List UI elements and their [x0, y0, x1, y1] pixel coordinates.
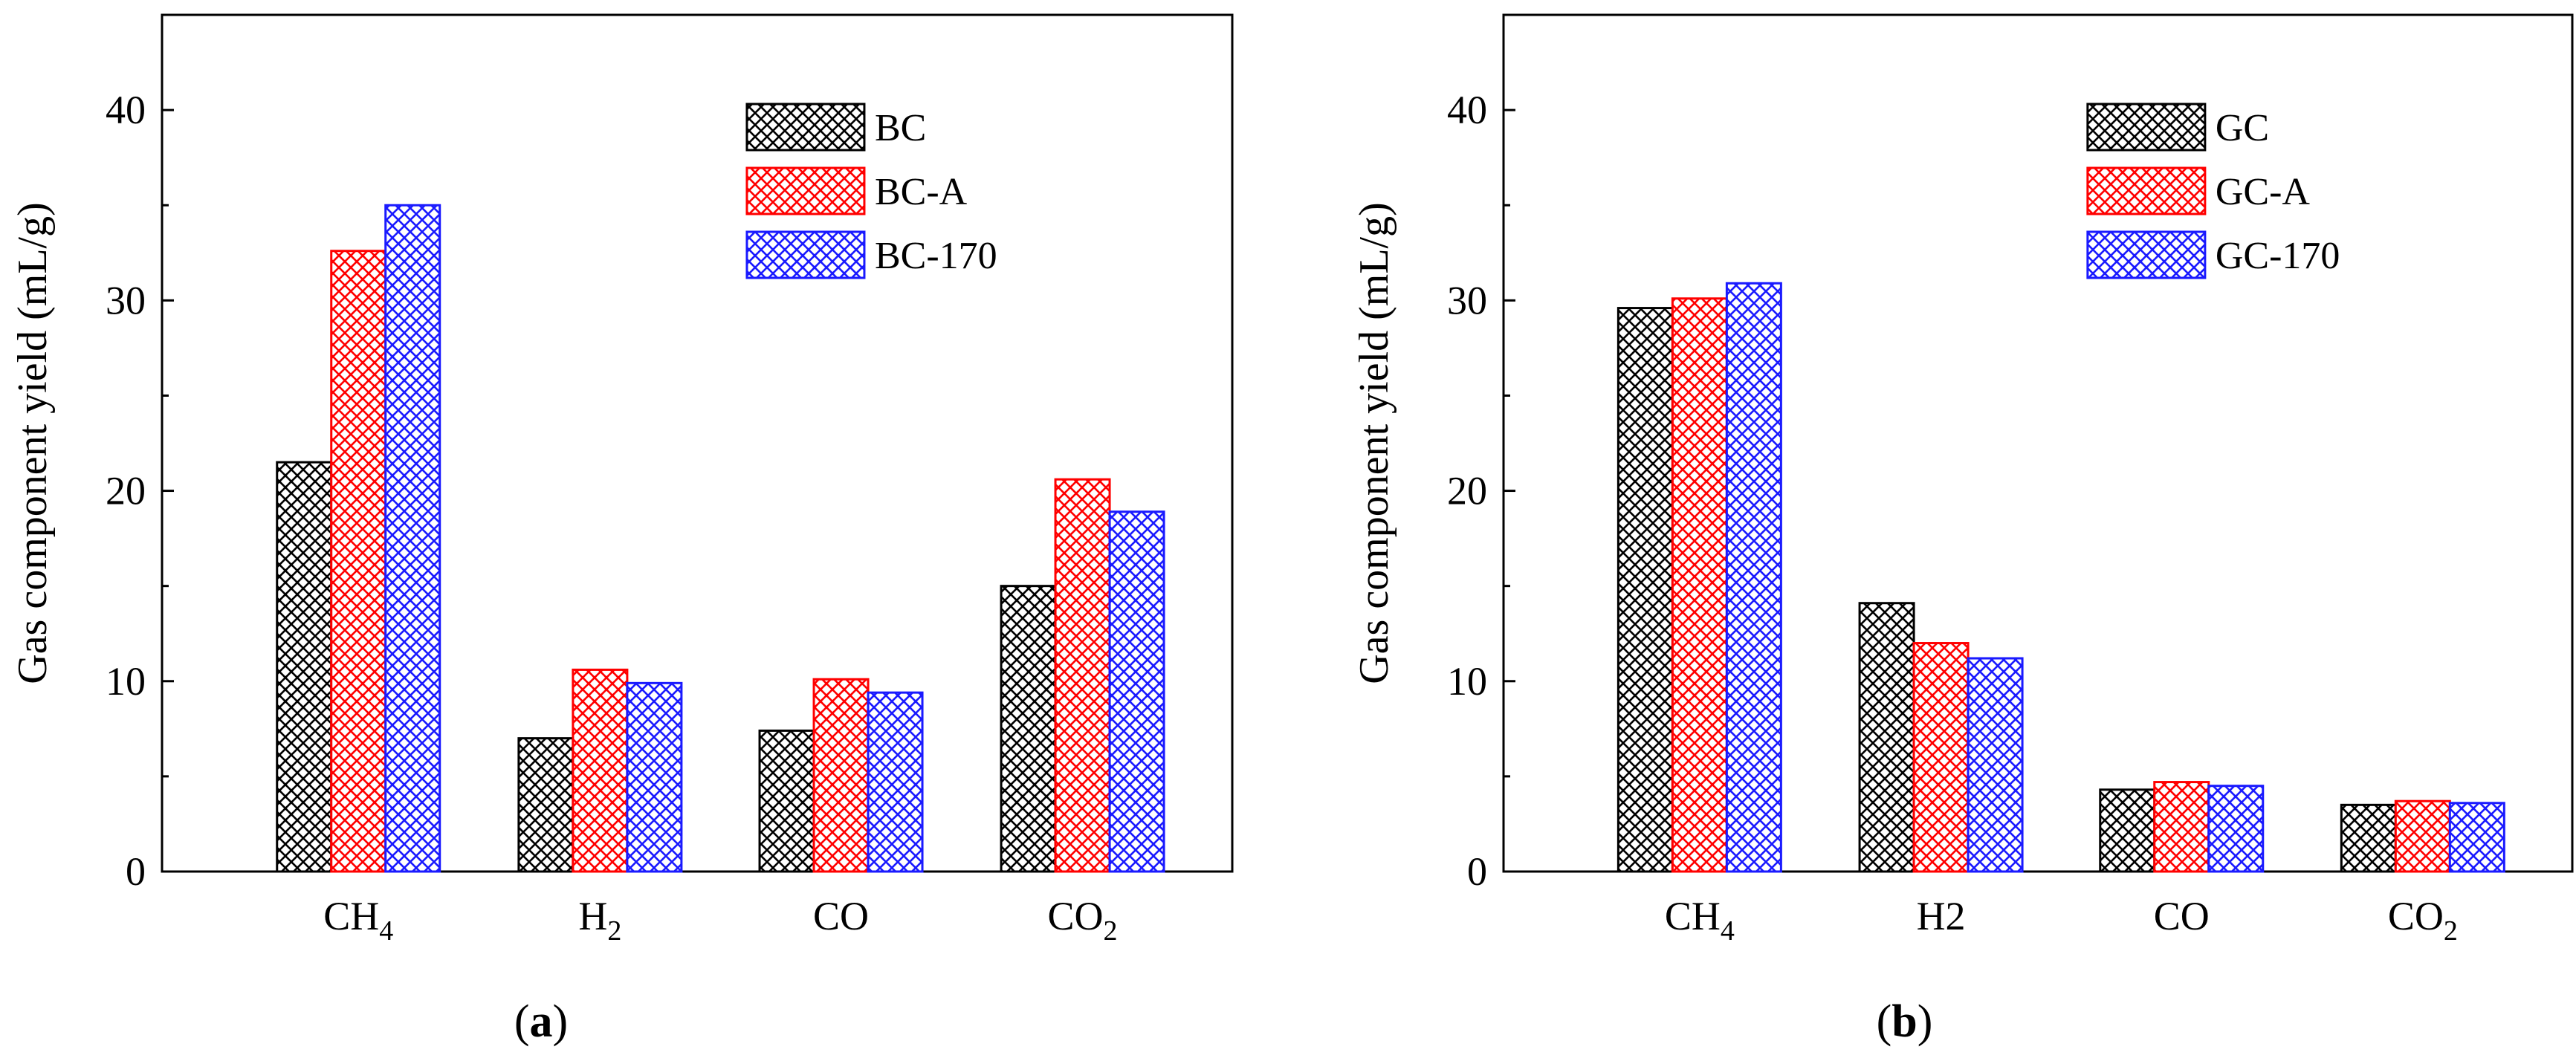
legend-label: GC	[2216, 107, 2269, 149]
panel-letter: a	[530, 996, 553, 1047]
bar-gc-170-h2	[1967, 657, 2024, 873]
bar-bc-ch4	[276, 461, 333, 873]
panel-letter: b	[1891, 996, 1917, 1047]
legend-swatch	[745, 103, 866, 152]
y-tick-label: 40	[1447, 88, 1487, 132]
plot-frame	[161, 13, 1234, 873]
legend-label: BC	[875, 107, 926, 149]
bar-gc-170-co2	[2448, 802, 2505, 873]
bar-bc-170-ch4	[384, 204, 441, 873]
y-tick-label: 10	[1447, 659, 1487, 704]
bar-gc-a-co2	[2394, 799, 2451, 873]
legend-swatch	[2086, 166, 2207, 215]
bar-gc-170-ch4	[1725, 282, 1782, 873]
legend-swatch	[745, 230, 866, 279]
x-category-label: CO	[2154, 894, 2210, 938]
y-tick-label: 30	[106, 278, 146, 322]
category-main: CO	[2388, 894, 2444, 938]
y-tick-label: 0	[126, 849, 146, 894]
bar-gc-co2	[2340, 803, 2397, 873]
bar-gc-a-ch4	[1671, 297, 1728, 873]
bar-gc-ch4	[1617, 307, 1674, 873]
y-tick-label: 10	[106, 659, 146, 704]
category-subscript: 2	[1104, 915, 1118, 947]
category-main: CO	[2154, 894, 2210, 938]
category-subscript: 4	[379, 915, 393, 947]
chart-panel-b: 0 10 20 30 40 Gas component yield (mL/g) CH4 H2…	[1351, 13, 2574, 1047]
bar-bc-h2	[517, 737, 575, 873]
x-category-label: CO2	[1048, 894, 1118, 947]
panel-label: (a)	[514, 996, 568, 1047]
category-subscript: 2	[607, 915, 621, 947]
bar-bc-a-h2	[572, 668, 629, 873]
category-main: H2	[1917, 894, 1966, 938]
panel-label: (b)	[1877, 996, 1933, 1047]
x-category-label: CO	[813, 894, 869, 938]
x-category-label: H2	[1917, 894, 1966, 938]
bar-gc-170-co	[2207, 785, 2265, 873]
bar-bc-a-co	[812, 678, 870, 873]
bar-bc-a-co2	[1054, 478, 1111, 873]
y-tick-label: 40	[106, 88, 146, 132]
x-category-label: CH4	[1665, 894, 1735, 947]
y-tick-label: 0	[1467, 849, 1487, 894]
category-main: CO	[1048, 894, 1104, 938]
bar-gc-a-co	[2153, 781, 2210, 873]
y-axis-label: Gas component yield (mL/g)	[10, 202, 56, 684]
legend-label: GC-A	[2216, 171, 2311, 213]
y-axis-label: Gas component yield (mL/g)	[1351, 202, 1397, 684]
y-tick-label: 20	[1447, 469, 1487, 513]
y-tick-label: 30	[1447, 278, 1487, 322]
legend-label: GC-170	[2216, 235, 2340, 277]
bar-bc-co	[758, 729, 815, 873]
category-main: H	[578, 894, 607, 938]
category-subscript: 4	[1721, 915, 1735, 947]
legend-label: BC-A	[875, 171, 968, 213]
plot-frame	[1502, 13, 2574, 873]
bar-gc-co	[2099, 788, 2156, 873]
legend-swatch	[2086, 230, 2207, 279]
bar-gc-h2	[1858, 602, 1915, 873]
bar-bc-170-co	[867, 691, 924, 873]
category-main: CO	[813, 894, 869, 938]
y-tick-label: 20	[106, 469, 146, 513]
x-category-label: H2	[578, 894, 621, 947]
category-main: CH	[1665, 894, 1721, 938]
bar-gc-a-h2	[1912, 642, 1970, 873]
bar-bc-170-co2	[1108, 510, 1165, 873]
category-main: CH	[323, 894, 379, 938]
bar-bc-a-ch4	[330, 250, 387, 873]
bar-bc-170-h2	[626, 681, 683, 873]
x-category-label: CH4	[323, 894, 393, 947]
bar-bc-co2	[1000, 585, 1057, 873]
legend-swatch	[745, 166, 866, 215]
category-subscript: 2	[2444, 915, 2458, 947]
legend-label: BC-170	[875, 235, 997, 277]
legend-swatch	[2086, 103, 2207, 152]
x-category-label: CO2	[2388, 894, 2458, 947]
